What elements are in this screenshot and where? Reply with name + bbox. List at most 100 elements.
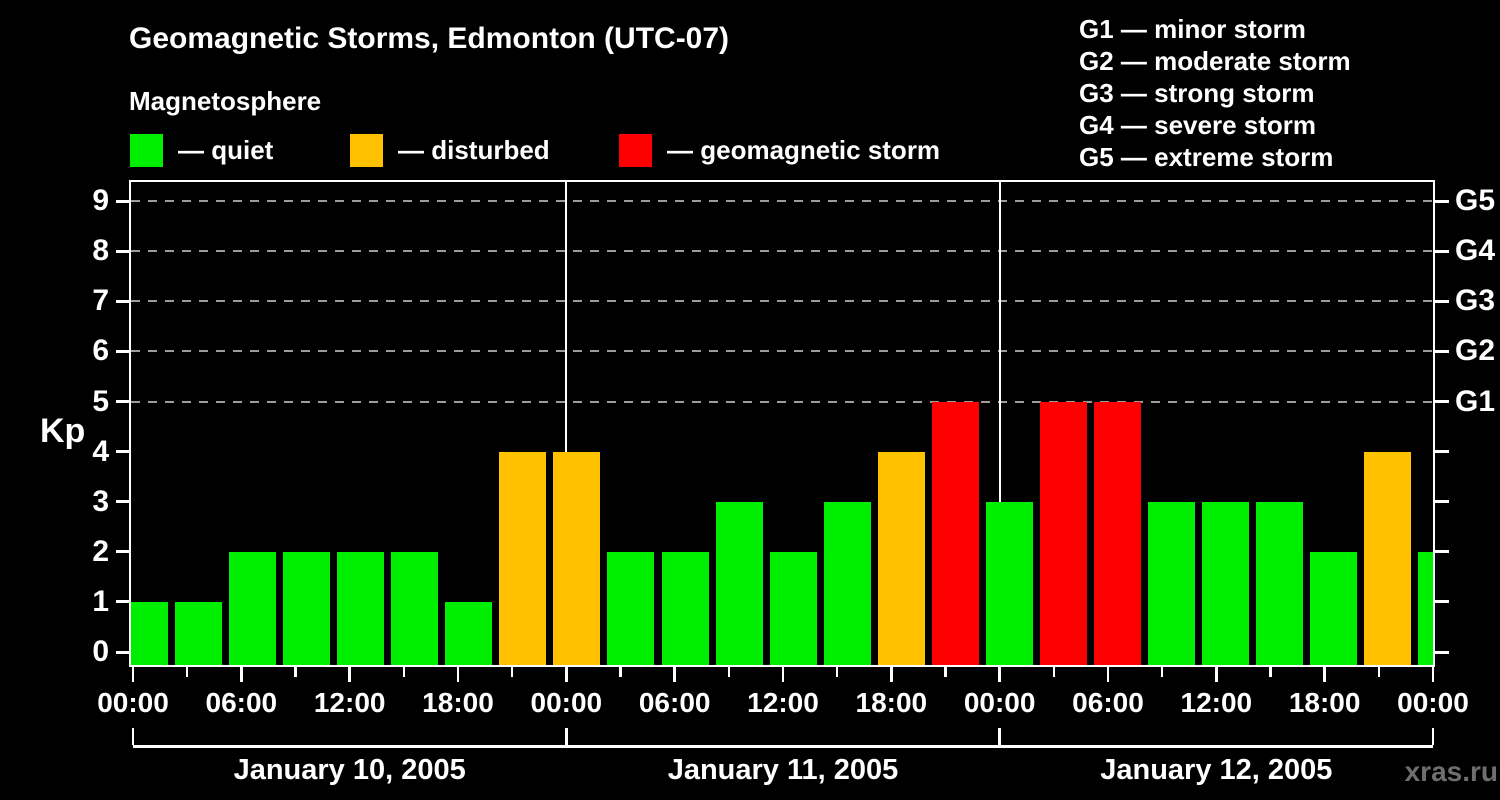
storm-scale-axis-label: G5: [1455, 184, 1496, 218]
kp-bar: [931, 401, 979, 665]
y-axis-tick: [116, 500, 131, 504]
x-axis-tick-label: 00:00: [963, 687, 1036, 718]
y-axis-tick: [116, 400, 131, 403]
x-axis-tick-label: 00:00: [97, 687, 169, 718]
right-axis-tick: [1435, 400, 1449, 403]
x-axis-minor-tick: [1160, 667, 1164, 677]
x-axis-major-tick: [781, 667, 785, 682]
kp-bar: [715, 501, 763, 665]
x-axis-minor-tick: [185, 667, 189, 677]
storm-scale-item: G3 — strong storm: [1079, 78, 1315, 108]
day-bracket-tick: [131, 728, 135, 745]
x-axis-minor-tick: [944, 667, 947, 677]
right-axis-tick: [1435, 500, 1449, 504]
right-axis-tick: [1435, 600, 1449, 604]
y-axis-title: Kp: [40, 412, 86, 450]
x-axis-tick-label: 06:00: [638, 687, 711, 718]
legend-swatch-quiet: [130, 134, 163, 167]
x-axis-tick-label: 18:00: [855, 687, 928, 718]
x-axis-major-tick: [1323, 667, 1326, 682]
watermark: xras.ru: [1404, 756, 1498, 787]
kp-bar: [985, 501, 1033, 665]
x-axis-tick-label: 06:00: [205, 687, 278, 718]
x-axis-major-tick: [348, 667, 351, 682]
kp-bar: [607, 551, 655, 665]
date-label: January 10, 2005: [233, 754, 466, 786]
kp-gridline: [131, 300, 1433, 303]
kp-bar: [553, 451, 601, 665]
day-boundary-line: [565, 182, 568, 665]
kp-bar: [229, 551, 277, 665]
x-axis-major-tick: [890, 667, 893, 682]
storm-scale-item: G2 — moderate storm: [1079, 46, 1351, 76]
day-bracket-tick: [998, 728, 1001, 745]
x-axis-minor-tick: [1377, 667, 1381, 677]
kp-bar: [823, 501, 871, 665]
storm-scale-axis-label: G3: [1455, 284, 1496, 318]
x-axis-tick-label: 12:00: [747, 687, 819, 718]
storm-scale-item: G4 — severe storm: [1079, 110, 1317, 140]
x-axis-minor-tick: [835, 667, 839, 677]
legend-label-disturbed: — disturbed: [398, 135, 550, 165]
x-axis-minor-tick: [619, 667, 622, 677]
storm-scale-axis-label: G2: [1455, 334, 1496, 368]
kp-bar: [499, 451, 547, 665]
storm-scale-axis-label: G1: [1455, 384, 1496, 418]
kp-bar: [283, 551, 331, 665]
right-axis-tick: [1435, 199, 1449, 203]
y-axis-tick-label: 6: [92, 334, 109, 368]
day-bracket-line: [133, 745, 1433, 748]
x-axis-major-tick: [998, 667, 1001, 682]
y-axis-tick-label: 1: [92, 584, 109, 618]
y-axis-tick: [116, 199, 131, 203]
y-axis-tick: [116, 550, 131, 554]
legend-label-quiet: — quiet: [178, 135, 274, 165]
y-axis-tick: [116, 600, 131, 604]
right-axis-tick: [1435, 550, 1449, 554]
right-axis-tick: [1435, 450, 1449, 454]
kp-bar: [1310, 551, 1358, 665]
y-axis-tick-label: 7: [92, 284, 109, 318]
x-axis-major-tick: [1431, 667, 1435, 682]
date-label: January 11, 2005: [667, 754, 899, 786]
kp-bar: [337, 551, 385, 665]
kp-bar: [131, 601, 168, 665]
x-axis-tick-label: 18:00: [1288, 687, 1361, 718]
storm-scale-axis-label: G4: [1455, 234, 1496, 268]
date-label: January 12, 2005: [1100, 754, 1333, 786]
legend-swatch-disturbed: [350, 134, 383, 167]
y-axis-tick-label: 5: [92, 384, 109, 418]
page-title: Geomagnetic Storms, Edmonton (UTC-07): [129, 22, 730, 55]
y-axis-tick-label: 3: [92, 484, 109, 518]
x-axis-tick-label: 18:00: [422, 687, 494, 718]
kp-bar: [769, 551, 817, 665]
kp-bar: [877, 451, 925, 665]
y-axis-tick: [116, 349, 131, 353]
storm-scale-legend: G1 — minor storm G2 — moderate storm G3 — …: [1079, 13, 1351, 173]
kp-gridline: [131, 250, 1433, 253]
legend-item-disturbed: — disturbed: [350, 134, 550, 167]
right-axis-tick: [1435, 349, 1449, 353]
x-axis-major-tick: [565, 667, 568, 682]
y-axis-tick-label: 4: [92, 434, 109, 468]
x-axis-minor-tick: [1269, 667, 1272, 677]
kp-bar: [175, 601, 223, 665]
x-axis-major-tick: [673, 667, 676, 682]
y-axis-tick: [116, 249, 131, 253]
kp-bar: [661, 551, 709, 665]
kp-bar: [1256, 501, 1304, 665]
legend-item-quiet: — quiet: [130, 134, 273, 167]
y-axis-tick: [116, 450, 131, 454]
kp-bar: [445, 601, 493, 665]
kp-gridline: [131, 200, 1433, 203]
x-axis-major-tick: [456, 667, 460, 682]
kp-gridline: [131, 350, 1433, 353]
x-axis-tick-label: 00:00: [1397, 687, 1469, 718]
x-axis-major-tick: [240, 667, 243, 682]
x-axis-minor-tick: [510, 667, 514, 677]
magnetosphere-label: Magnetosphere: [129, 86, 322, 116]
right-axis-tick: [1435, 650, 1449, 654]
x-axis-tick-label: 06:00: [1072, 687, 1144, 718]
x-axis-major-tick: [1215, 667, 1218, 682]
kp-bar: [1039, 401, 1087, 665]
